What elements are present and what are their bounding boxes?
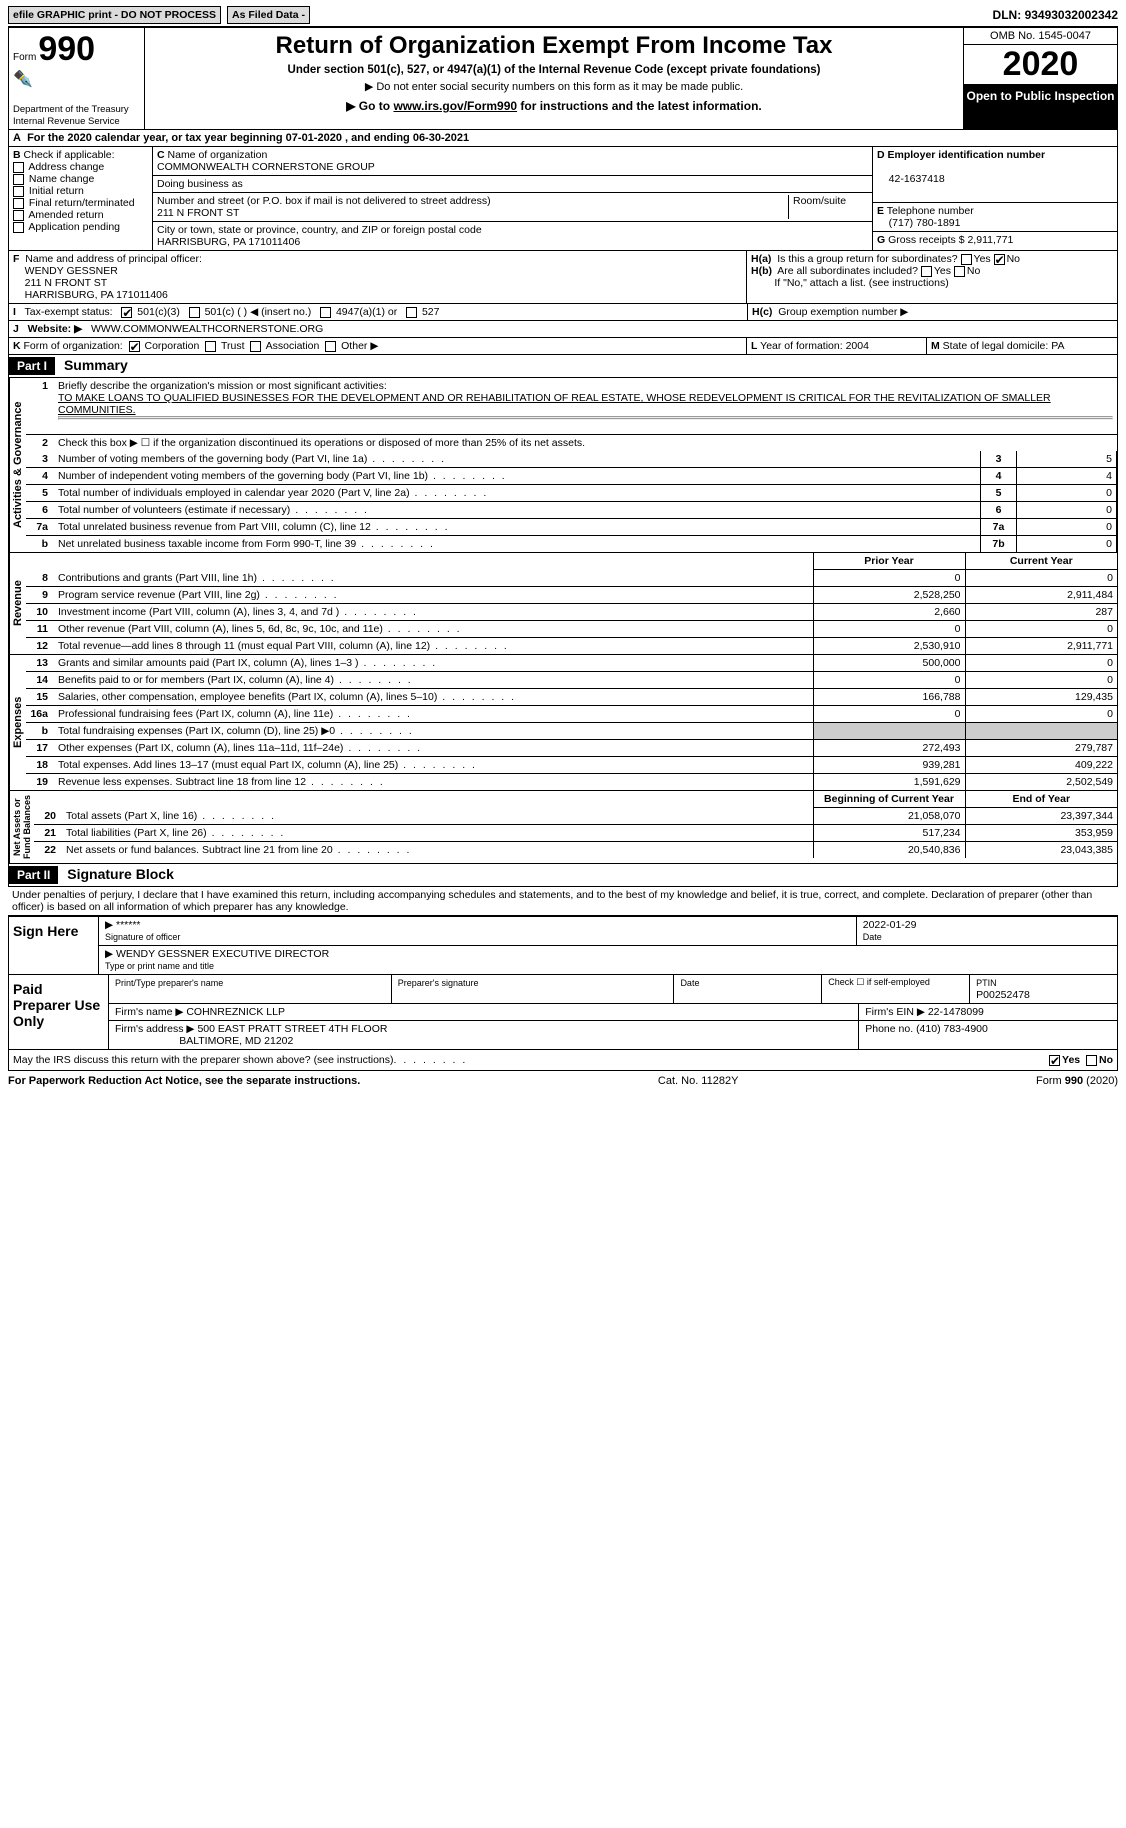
mission: TO MAKE LOANS TO QUALIFIED BUSINESSES FO…	[58, 392, 1051, 416]
tab-rev: Revenue	[9, 553, 26, 654]
dept: Department of the Treasury Internal Reve…	[13, 104, 140, 127]
revenue-section: Revenue Prior YearCurrent Year 8Contribu…	[8, 553, 1118, 655]
subtitle: Under section 501(c), 527, or 4947(a)(1)…	[153, 64, 955, 76]
sub2: ▶ Do not enter social security numbers o…	[153, 80, 955, 93]
officer-sig: WENDY GESSNER EXECUTIVE DIRECTOR	[116, 948, 329, 960]
website: WWW.COMMONWEALTHCORNERSTONE.ORG	[91, 323, 323, 335]
chk-501c[interactable]	[189, 307, 200, 318]
paid-preparer: Paid Preparer Use Only Print/Type prepar…	[8, 975, 1118, 1050]
chk-4947[interactable]	[320, 307, 331, 318]
part1-title: Summary	[58, 357, 128, 373]
street: 211 N FRONT ST	[157, 207, 239, 219]
netassets-section: Net Assets or Fund Balances Beginning of…	[8, 791, 1118, 864]
discuss-no[interactable]	[1086, 1055, 1097, 1066]
footer: For Paperwork Reduction Act Notice, see …	[8, 1071, 1118, 1091]
part1-hdr: Part I	[9, 357, 55, 375]
chk-pending[interactable]	[13, 222, 24, 233]
chk-initial[interactable]	[13, 186, 24, 197]
tab-ag: Activities & Governance	[9, 378, 26, 552]
tab-exp: Expenses	[9, 655, 26, 790]
dba: Doing business as	[153, 176, 872, 193]
fh-block: F Name and address of principal officer:…	[8, 251, 1118, 304]
city: HARRISBURG, PA 171011406	[157, 236, 300, 248]
chk-trust[interactable]	[205, 341, 216, 352]
form-header: Form 990 ✒️ Department of the Treasury I…	[8, 26, 1118, 130]
form-word: Form	[13, 52, 36, 63]
part2-hdr: Part II	[9, 866, 58, 884]
chk-501c3[interactable]	[121, 307, 132, 318]
sign-here: Sign Here ▶ ******Signature of officer 2…	[8, 915, 1118, 975]
chk-corp[interactable]	[129, 341, 140, 352]
phone: (717) 780-1891	[889, 217, 961, 229]
part2-title: Signature Block	[61, 866, 174, 882]
org-name: COMMONWEALTH CORNERSTONE GROUP	[157, 161, 375, 173]
expenses-section: Expenses 13Grants and similar amounts pa…	[8, 655, 1118, 791]
form-number: 990	[38, 30, 95, 69]
hb-yes[interactable]	[921, 266, 932, 277]
hb-no[interactable]	[954, 266, 965, 277]
efile-btn: efile GRAPHIC print - DO NOT PROCESS	[8, 6, 221, 24]
ha-no[interactable]	[994, 254, 1005, 265]
topbar: efile GRAPHIC print - DO NOT PROCESS As …	[8, 6, 1118, 24]
omb: OMB No. 1545-0047	[964, 28, 1117, 45]
klm-block: K Form of organization: Corporation Trus…	[8, 338, 1118, 355]
officer-name: WENDY GESSNER	[25, 265, 118, 277]
chk-amended[interactable]	[13, 210, 24, 221]
perjury: Under penalties of perjury, I declare th…	[8, 887, 1118, 915]
bcd-block: B Check if applicable: Address change Na…	[8, 147, 1118, 251]
chk-final[interactable]	[13, 198, 24, 209]
chk-527[interactable]	[406, 307, 417, 318]
ein: 42-1637418	[889, 173, 945, 185]
ij-block: I Tax-exempt status: 501(c)(3) 501(c) ( …	[8, 304, 1118, 321]
chk-address[interactable]	[13, 162, 24, 173]
tax-year: 2020	[964, 45, 1117, 85]
activities-governance: Activities & Governance 1Briefly describ…	[8, 378, 1118, 553]
line-a: A For the 2020 calendar year, or tax yea…	[8, 130, 1118, 147]
discuss-yes[interactable]	[1049, 1055, 1060, 1066]
form-title: Return of Organization Exempt From Incom…	[153, 32, 955, 60]
gross-receipts: 2,911,771	[967, 234, 1013, 246]
chk-other[interactable]	[325, 341, 336, 352]
tab-net: Net Assets or Fund Balances	[9, 791, 34, 863]
inspection: Open to Public Inspection	[964, 85, 1117, 129]
asfiled-btn: As Filed Data -	[227, 6, 310, 24]
sub3: ▶ Go to www.irs.gov/Form990 for instruct…	[153, 99, 955, 113]
firm: COHNREZNICK LLP	[186, 1006, 285, 1018]
discuss: May the IRS discuss this return with the…	[13, 1054, 394, 1066]
ha-yes[interactable]	[961, 254, 972, 265]
chk-name[interactable]	[13, 174, 24, 185]
dln: DLN: 93493032002342	[993, 8, 1118, 22]
chk-assoc[interactable]	[250, 341, 261, 352]
